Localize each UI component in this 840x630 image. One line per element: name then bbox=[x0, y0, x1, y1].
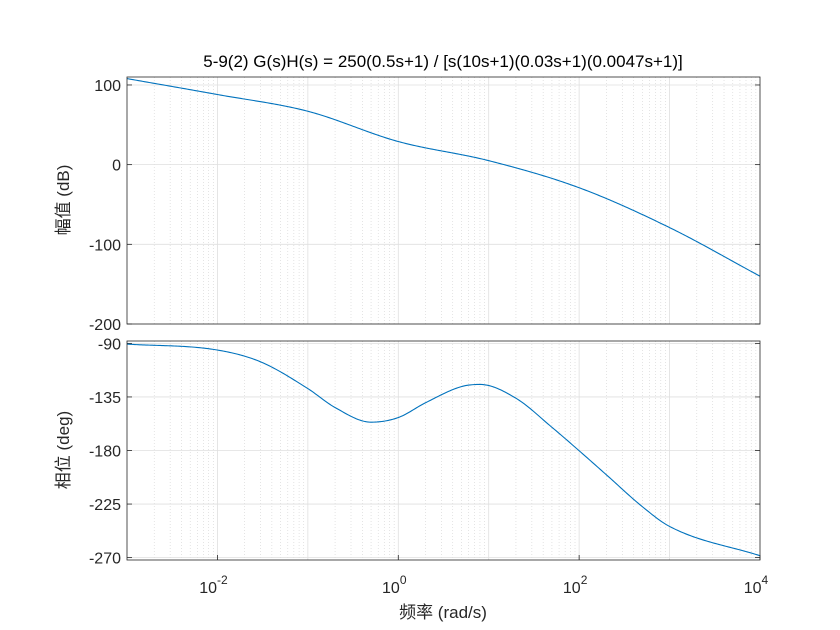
magnitude-y-tick-label: 100 bbox=[94, 78, 121, 95]
phase-y-tick-label: -135 bbox=[89, 390, 121, 407]
x-tick-label: 100 bbox=[382, 573, 407, 597]
magnitude-grid bbox=[127, 77, 760, 325]
magnitude-y-tick-label: -100 bbox=[89, 237, 121, 254]
chart-title: 5-9(2) G(s)H(s) = 250(0.5s+1) / [s(10s+1… bbox=[203, 52, 683, 71]
magnitude-plot-area bbox=[127, 77, 760, 324]
phase-y-tick-label: -225 bbox=[89, 497, 121, 514]
phase-y-tick-label: -270 bbox=[89, 551, 121, 568]
phase-grid bbox=[127, 341, 760, 560]
magnitude-ylabel: 幅值 (dB) bbox=[54, 165, 73, 236]
magnitude-panel: 100 0 -100 -200 幅值 (dB) bbox=[54, 76, 761, 334]
phase-y-tick-label: -180 bbox=[89, 444, 121, 461]
phase-ylabel: 相位 (deg) bbox=[54, 411, 73, 489]
x-axis-label: 频率 (rad/s) bbox=[399, 603, 487, 622]
x-tick-label: 10-2 bbox=[199, 573, 228, 597]
magnitude-y-ticks: 100 0 -100 -200 bbox=[89, 78, 760, 334]
phase-frame bbox=[126, 340, 761, 561]
x-tick-label: 104 bbox=[744, 573, 769, 597]
magnitude-curve bbox=[126, 78, 761, 277]
phase-curve bbox=[126, 343, 761, 557]
magnitude-y-tick-label: 0 bbox=[112, 158, 121, 175]
magnitude-frame bbox=[126, 76, 761, 325]
phase-panel: -90 -135 -180 -225 -270 10-2 100 102 104 相位 (de… bbox=[54, 336, 769, 597]
magnitude-y-tick-label: -200 bbox=[89, 317, 121, 334]
phase-y-ticks: -90 -135 -180 -225 -270 bbox=[89, 336, 760, 568]
phase-x-ticks: 10-2 100 102 104 bbox=[199, 555, 769, 597]
phase-y-tick-label: -90 bbox=[98, 336, 121, 353]
x-tick-label: 102 bbox=[563, 573, 588, 597]
